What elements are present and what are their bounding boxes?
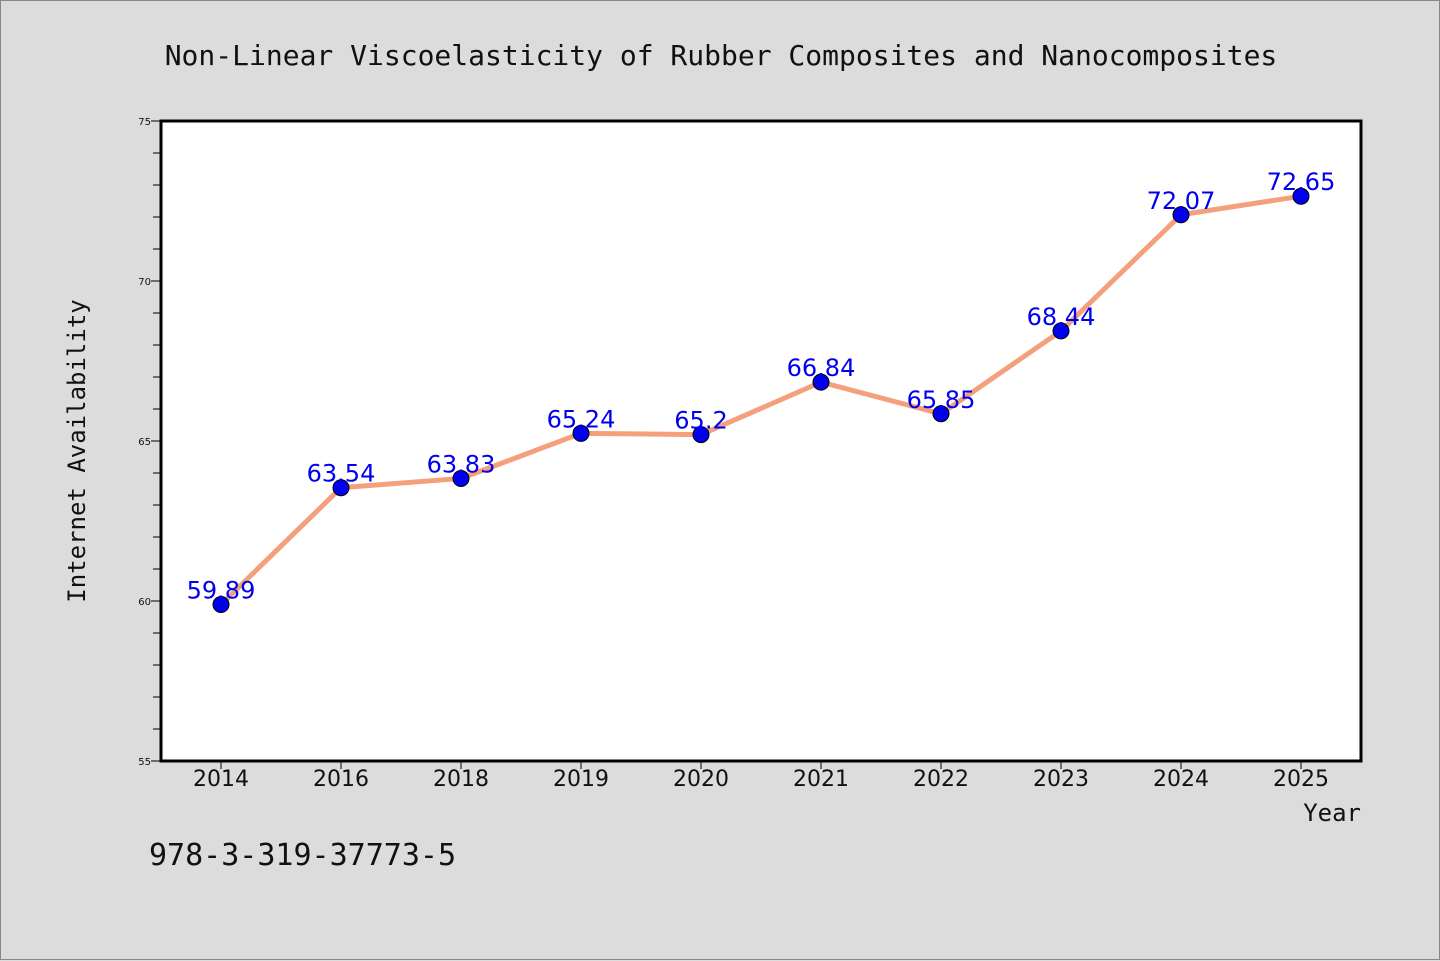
data-point bbox=[332, 479, 350, 497]
data-label: 63.54 bbox=[307, 460, 376, 488]
y-tick-label: 60 bbox=[138, 597, 151, 608]
y-tick-label: 70 bbox=[138, 277, 151, 288]
x-axis-label: Year bbox=[1303, 799, 1361, 827]
y-tick-label: 65 bbox=[138, 437, 151, 448]
data-point bbox=[212, 596, 230, 614]
data-point bbox=[1052, 322, 1070, 340]
data-label: 65.24 bbox=[547, 405, 616, 433]
x-tick-label: 2014 bbox=[193, 767, 249, 792]
y-tick-label: 55 bbox=[138, 757, 151, 768]
data-point bbox=[692, 426, 710, 444]
x-tick-label: 2019 bbox=[553, 767, 609, 792]
chart-title: Non-Linear Viscoelasticity of Rubber Com… bbox=[165, 39, 1278, 72]
x-tick-label: 2025 bbox=[1273, 767, 1329, 792]
data-point bbox=[1172, 206, 1190, 224]
x-axis: 2014 2016 2018 2019 2020 2021 2022 2023 2024 2025 bbox=[193, 761, 1329, 792]
x-tick-label: 2024 bbox=[1153, 767, 1209, 792]
x-tick-label: 2023 bbox=[1033, 767, 1089, 792]
data-label: 59.89 bbox=[187, 577, 256, 605]
x-tick-label: 2018 bbox=[433, 767, 489, 792]
series-group: 59.89 63.54 63.83 65.24 65.2 66.84 65.85 68.44 7… bbox=[187, 168, 1336, 614]
data-label: 68.44 bbox=[1027, 303, 1096, 331]
y-tick-label: 75 bbox=[138, 117, 151, 128]
data-label: 66.84 bbox=[787, 354, 856, 382]
data-point bbox=[932, 405, 950, 423]
x-tick-label: 2021 bbox=[793, 767, 849, 792]
data-label: 72.07 bbox=[1147, 187, 1216, 215]
y-axis-label: Internet Availability bbox=[63, 299, 91, 602]
plot-area bbox=[159, 119, 1363, 763]
y-axis: 55 60 65 70 75 bbox=[138, 117, 161, 768]
data-point bbox=[1292, 187, 1310, 205]
data-point bbox=[572, 424, 590, 442]
isbn-footer: 978-3-319-37773-5 bbox=[149, 838, 456, 873]
x-tick-label: 2020 bbox=[673, 767, 729, 792]
data-label: 72.65 bbox=[1267, 168, 1336, 196]
data-label: 65.85 bbox=[907, 386, 976, 414]
data-label: 63.83 bbox=[427, 450, 496, 478]
data-point bbox=[812, 373, 830, 391]
data-point bbox=[452, 469, 470, 487]
series-line bbox=[218, 193, 1304, 608]
x-tick-label: 2022 bbox=[913, 767, 969, 792]
data-label: 65.2 bbox=[674, 407, 727, 435]
x-tick-label: 2016 bbox=[313, 767, 369, 792]
